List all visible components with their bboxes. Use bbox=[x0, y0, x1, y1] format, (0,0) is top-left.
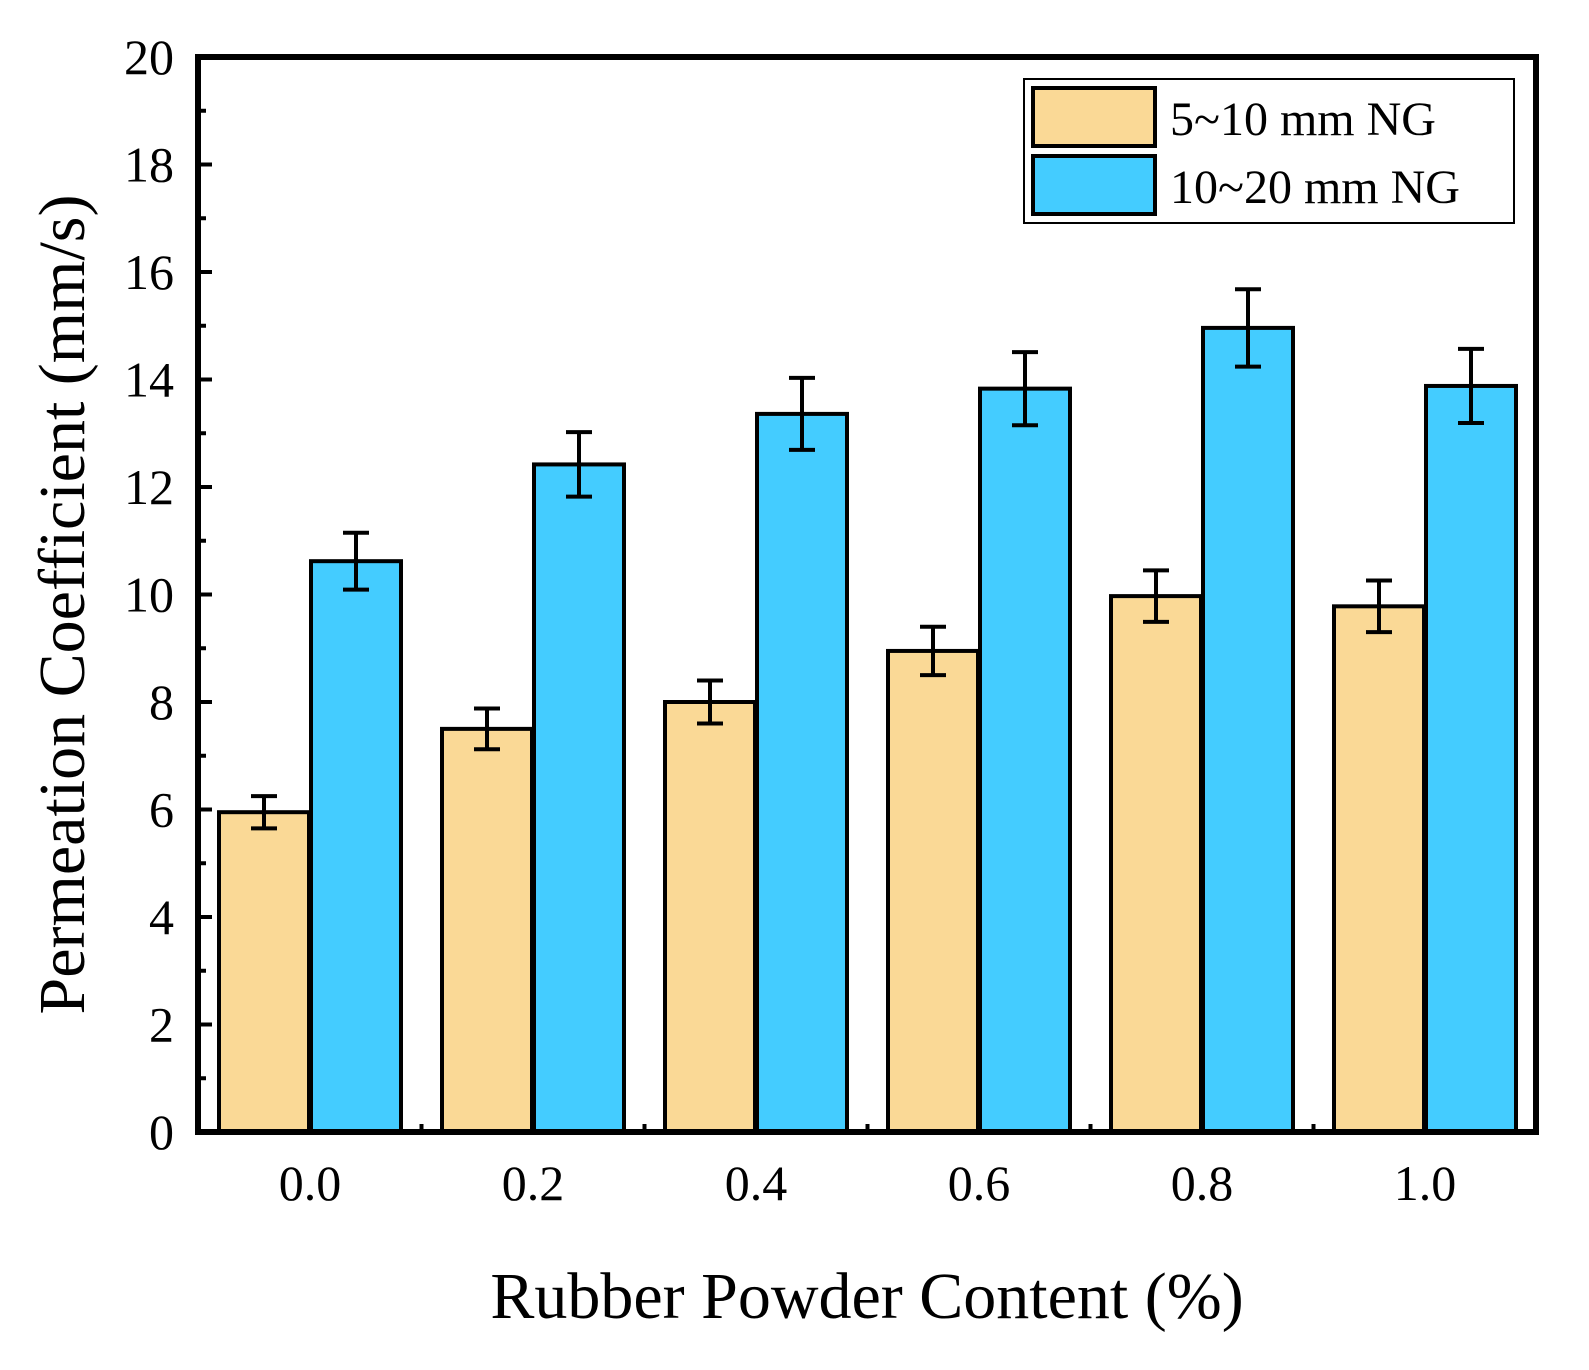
x-tick-label-0.0: 0.0 bbox=[279, 1155, 342, 1211]
bar-large-1.0 bbox=[1424, 383, 1518, 1134]
y-tick-label-0: 0 bbox=[149, 1104, 174, 1160]
x-tick-label-0.6: 0.6 bbox=[948, 1155, 1011, 1211]
bar-small-0.0 bbox=[217, 810, 311, 1134]
y-tick-label-10: 10 bbox=[124, 567, 174, 623]
y-tick-label-16: 16 bbox=[124, 244, 174, 300]
legend: 5~10 mm NG 10~20 mm NG bbox=[1023, 78, 1515, 224]
bar-large-0.6 bbox=[978, 386, 1072, 1134]
x-axis-title: Rubber Powder Content (%) bbox=[490, 1260, 1243, 1333]
bar-small-0.6 bbox=[886, 648, 980, 1134]
y-tick-label-6: 6 bbox=[149, 782, 174, 838]
y-axis-title: Permeation Coefficient (mm/s) bbox=[26, 195, 99, 1015]
legend-swatch-5-10mm bbox=[1031, 86, 1157, 148]
y-tick-label-20: 20 bbox=[124, 29, 174, 85]
bar-large-0.0 bbox=[309, 559, 403, 1134]
legend-label-5-10mm: 5~10 mm NG bbox=[1170, 93, 1436, 146]
bar-small-1.0 bbox=[1332, 604, 1426, 1134]
y-tick-label-14: 14 bbox=[124, 352, 174, 408]
y-tick-label-18: 18 bbox=[124, 137, 174, 193]
y-tick-label-2: 2 bbox=[149, 997, 174, 1053]
x-tick-label-1.0: 1.0 bbox=[1394, 1155, 1457, 1211]
bar-large-0.2 bbox=[532, 462, 626, 1134]
y-tick-label-4: 4 bbox=[149, 889, 174, 945]
plot-frame bbox=[195, 54, 1539, 1135]
bar-small-0.4 bbox=[663, 700, 757, 1134]
bar-large-0.8 bbox=[1201, 325, 1295, 1134]
y-tick-label-12: 12 bbox=[124, 459, 174, 515]
x-tick-label-0.4: 0.4 bbox=[725, 1155, 788, 1211]
axes: 0.0 0.2 0.4 0.6 0.8 1.0 0 2 4 6 8 10 12 14 16 18 20 bbox=[124, 29, 1539, 1211]
plot-area bbox=[217, 287, 1518, 1134]
legend-label-10-20mm: 10~20 mm NG bbox=[1170, 161, 1460, 214]
bar-small-0.8 bbox=[1109, 594, 1203, 1134]
x-tick-label-0.8: 0.8 bbox=[1171, 1155, 1234, 1211]
bar-small-0.2 bbox=[440, 726, 534, 1134]
bar-large-0.4 bbox=[755, 411, 849, 1134]
x-tick-label-0.2: 0.2 bbox=[502, 1155, 565, 1211]
y-tick-label-8: 8 bbox=[149, 674, 174, 730]
legend-swatch-10-20mm bbox=[1031, 154, 1157, 216]
